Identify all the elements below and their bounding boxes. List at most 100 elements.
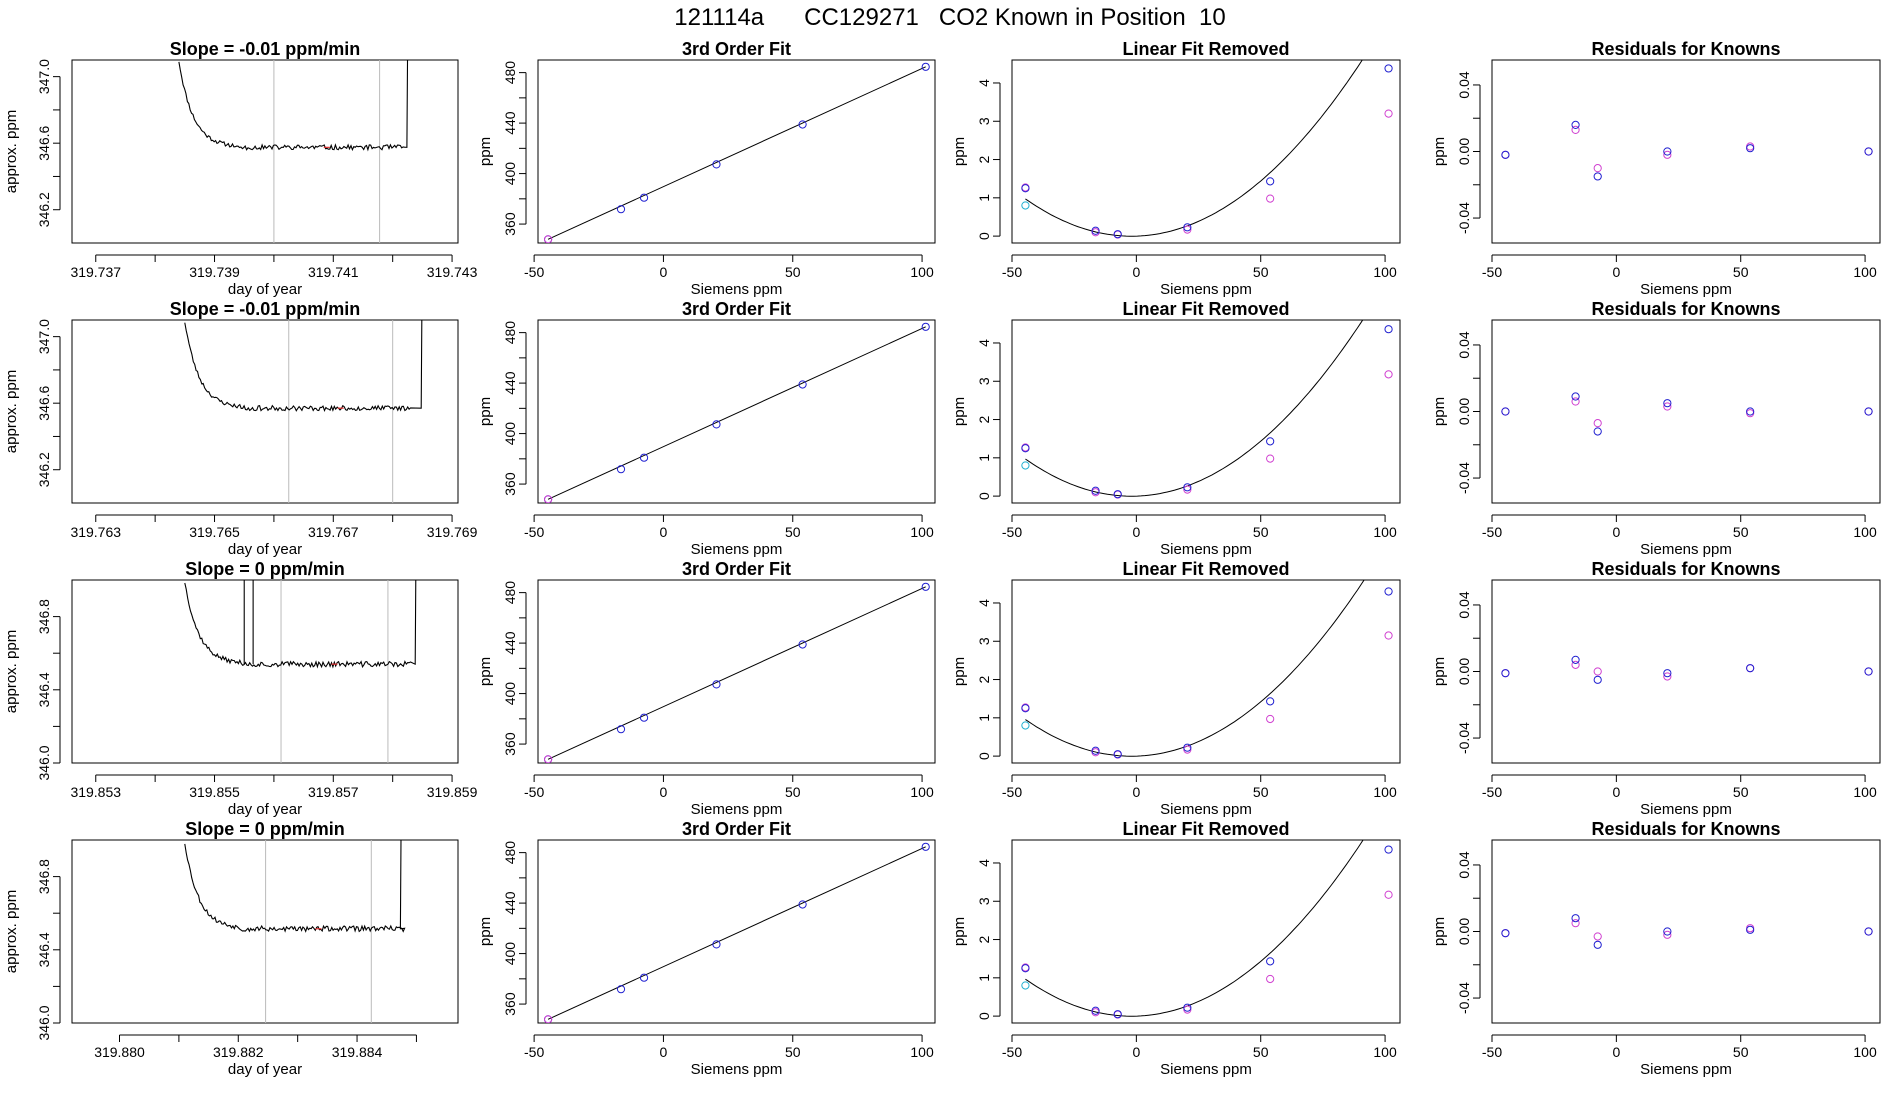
- x-axis-label: Siemens ppm: [1640, 1061, 1732, 1078]
- y-tick-label: 0.04: [1456, 851, 1472, 878]
- x-tick-label: 0: [660, 1044, 668, 1060]
- panel-3-3: Residuals for Knowns -50 0 50 100 Siemens ppm…: [1431, 819, 1881, 1078]
- plot-frame: [71, 839, 459, 1024]
- y-tick-label: 346.0: [36, 1005, 52, 1040]
- y-tick-label: 0.04: [1456, 71, 1472, 98]
- co2-trace: [184, 320, 423, 412]
- x-tick-label: 319.763: [70, 524, 121, 540]
- x-tick-label: -50: [524, 1044, 544, 1060]
- panel-0-2: Linear Fit Removed -50 0 50 100 Siemens ppm 0 1…: [951, 39, 1401, 298]
- plot-frame: [1491, 839, 1881, 1024]
- y-axis-label: ppm: [477, 917, 494, 946]
- y-axis-label: ppm: [951, 657, 968, 686]
- y-tick-label: 2: [976, 155, 992, 163]
- plot-area: [184, 320, 423, 503]
- point-blue: [1864, 927, 1873, 936]
- x-tick-label: -50: [1482, 784, 1502, 800]
- point-blue: [1864, 147, 1873, 156]
- point-blue: [1864, 407, 1873, 416]
- panel-title: 3rd Order Fit: [682, 299, 791, 319]
- x-tick-label: 319.859: [427, 784, 478, 800]
- x-tick-label: 0: [1132, 524, 1140, 540]
- x-tick-label: 50: [1733, 524, 1749, 540]
- data-point: [921, 582, 930, 591]
- point-blue: [1663, 669, 1672, 678]
- data-point: [639, 973, 649, 982]
- data-point-alt: [543, 495, 553, 503]
- panel-title: 3rd Order Fit: [682, 39, 791, 59]
- y-axis-label: ppm: [477, 137, 494, 166]
- x-tick-label: -50: [1482, 524, 1502, 540]
- y-tick-label: 4: [976, 599, 992, 607]
- point-blue: [1501, 407, 1510, 416]
- panel-2-3: Residuals for Knowns -50 0 50 100 Siemens ppm…: [1431, 559, 1881, 818]
- y-tick-label: 480: [502, 61, 518, 85]
- x-axis-label: day of year: [228, 801, 302, 818]
- data-point-alt: [543, 1015, 553, 1023]
- y-tick-label: 346.4: [36, 672, 52, 707]
- x-tick-label: 0: [1612, 264, 1620, 280]
- point-magenta: [1266, 454, 1275, 463]
- panel-1-3: Residuals for Knowns -50 0 50 100 Siemens ppm…: [1431, 299, 1881, 558]
- point-blue: [1266, 177, 1275, 186]
- point-blue: [1864, 667, 1873, 676]
- panel-3-0: Slope = 0 ppm/min 319.880 319.882 319.884 da…: [3, 819, 459, 1078]
- y-tick-label: 400: [502, 682, 518, 706]
- point-blue: [1384, 64, 1393, 73]
- panel-0-0: Slope = -0.01 ppm/min 319.737 319.739 319.7…: [3, 39, 478, 298]
- x-tick-label: 319.741: [308, 264, 359, 280]
- y-axis-label: approx. ppm: [3, 890, 20, 973]
- x-tick-label: 0: [1612, 784, 1620, 800]
- point-blue: [1571, 655, 1580, 664]
- x-axis-label: Siemens ppm: [1160, 541, 1252, 558]
- y-axis-label: ppm: [951, 917, 968, 946]
- y-tick-label: 346.2: [36, 452, 52, 487]
- y-tick-label: 480: [502, 581, 518, 605]
- plot-frame: [1011, 59, 1401, 244]
- y-axis-label: ppm: [477, 397, 494, 426]
- x-tick-label: 100: [1853, 1044, 1877, 1060]
- point-blue: [1663, 399, 1672, 408]
- point-magenta: [1266, 194, 1275, 203]
- point-blue: [1593, 675, 1602, 684]
- x-tick-label: 50: [1733, 1044, 1749, 1060]
- y-tick-label: 346.4: [36, 932, 52, 967]
- x-tick-label: 50: [785, 784, 801, 800]
- y-tick-label: -0.04: [1456, 982, 1472, 1014]
- y-axis-label: ppm: [477, 657, 494, 686]
- data-point: [712, 940, 721, 949]
- fit-line: [547, 586, 926, 760]
- fit-curve: [1025, 320, 1364, 497]
- y-tick-label: 1: [976, 974, 992, 982]
- x-tick-label: 50: [785, 1044, 801, 1060]
- point-magenta: [1746, 142, 1755, 151]
- x-tick-label: -50: [1002, 524, 1022, 540]
- panel-1-2: Linear Fit Removed -50 0 50 100 Siemens ppm 0 1…: [951, 299, 1401, 558]
- x-tick-label: 100: [1373, 1044, 1397, 1060]
- x-tick-label: 50: [1253, 1044, 1269, 1060]
- panel-title: Linear Fit Removed: [1122, 819, 1289, 839]
- panel-title: Slope = 0 ppm/min: [185, 559, 345, 579]
- co2-trace: [184, 580, 417, 669]
- plot-frame: [1011, 319, 1401, 504]
- x-axis-label: Siemens ppm: [1640, 281, 1732, 298]
- point-magenta: [1183, 225, 1192, 234]
- panel-2-2: Linear Fit Removed -50 0 50 100 Siemens ppm 0 1…: [951, 559, 1401, 818]
- x-tick-label: 50: [1733, 264, 1749, 280]
- y-tick-label: 0.04: [1456, 591, 1472, 618]
- x-tick-label: -50: [524, 524, 544, 540]
- point-magenta: [1663, 402, 1672, 411]
- data-point: [639, 453, 649, 462]
- x-axis-label: Siemens ppm: [691, 1061, 783, 1078]
- x-tick-label: 319.853: [70, 784, 121, 800]
- point-magenta: [1663, 150, 1672, 159]
- fit-line: [547, 66, 926, 240]
- point-blue: [1266, 697, 1275, 706]
- point-magenta: [1746, 924, 1755, 933]
- panel-title: Residuals for Knowns: [1591, 559, 1780, 579]
- point-blue: [1113, 750, 1122, 759]
- point-blue: [1183, 743, 1192, 752]
- data-point: [798, 120, 807, 129]
- data-point: [616, 985, 626, 994]
- x-axis-label: day of year: [228, 1061, 302, 1078]
